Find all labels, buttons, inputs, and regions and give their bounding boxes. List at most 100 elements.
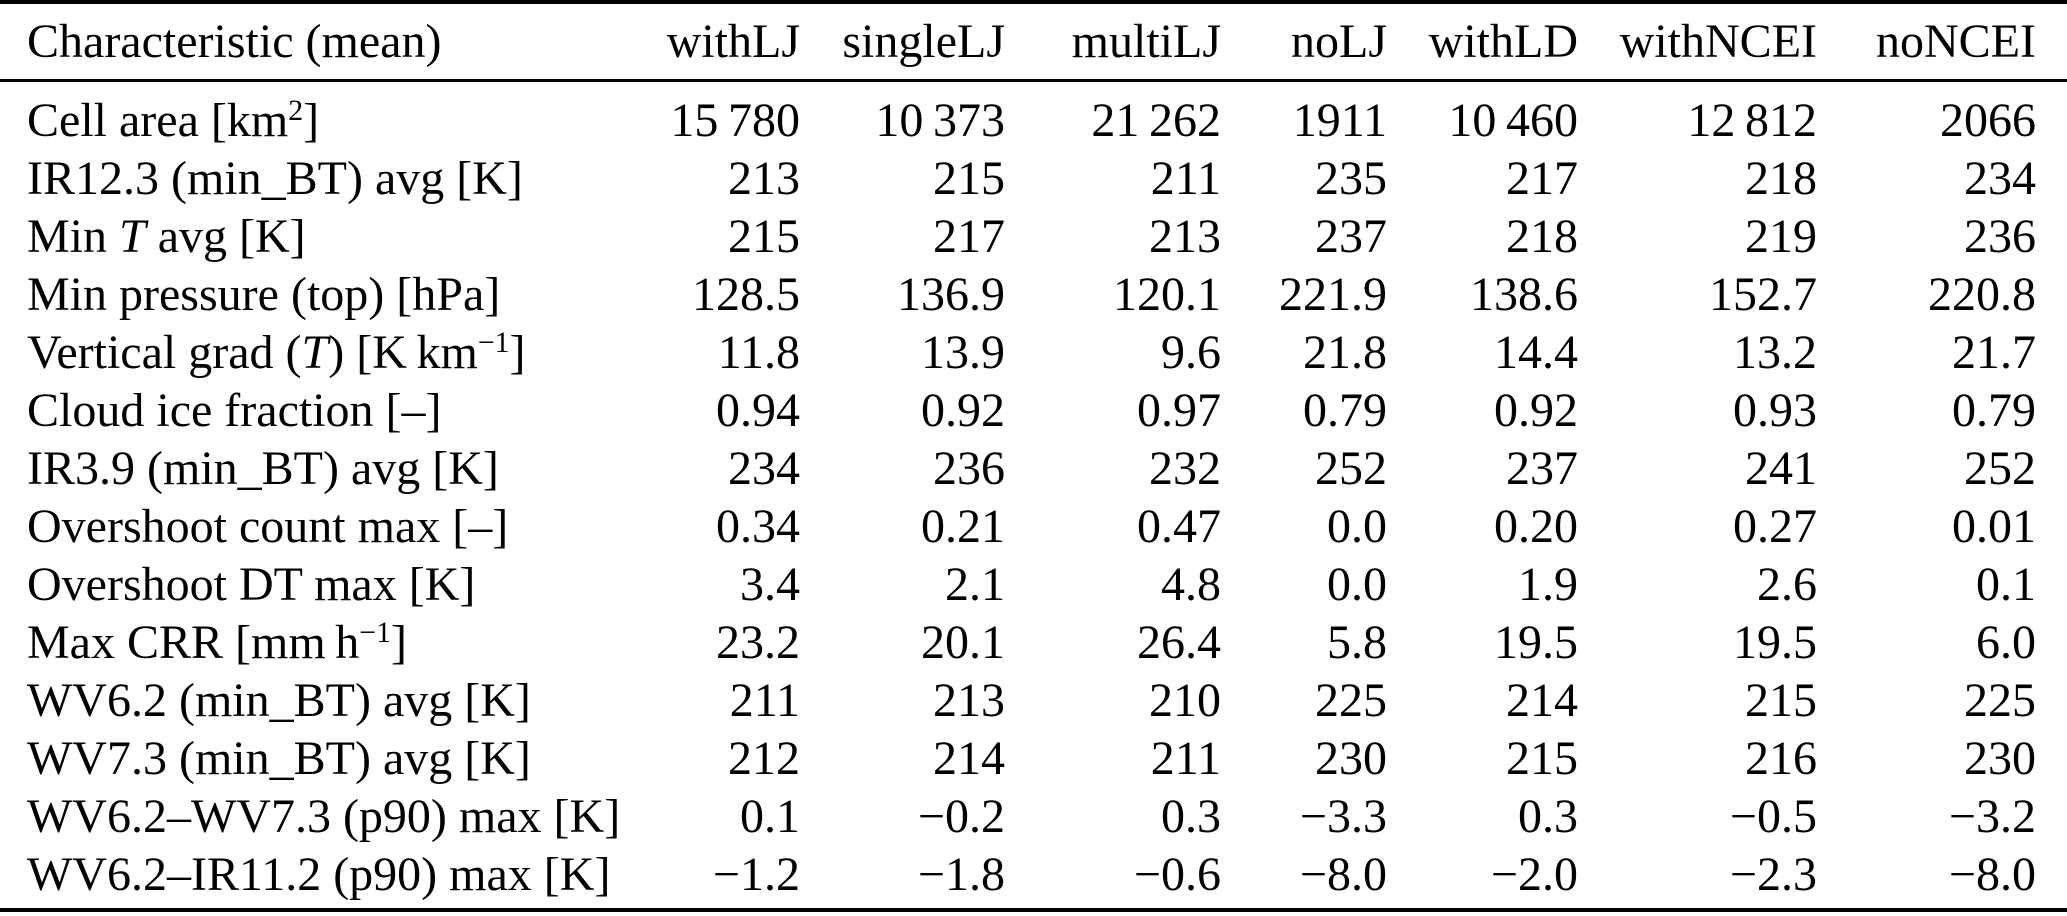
cell-value: −2.3 (1729, 848, 1817, 901)
cell-value: 230 (1315, 732, 1387, 785)
cell-value: 120.1 (1113, 268, 1221, 321)
cell-value: 21.7 (1952, 326, 2036, 379)
cell-value: 6.0 (1976, 616, 2036, 669)
cell-value: 13.9 (921, 326, 1005, 379)
table-row: Vertical grad (T) [K km−1] 11.8 13.9 9.6 21.… (0, 324, 2067, 382)
cell-value: 218 (1506, 210, 1578, 263)
cell-value: 0.79 (1952, 384, 2036, 437)
cell-value: 9.6 (1161, 326, 1221, 379)
cell-value: 215 (1506, 732, 1578, 785)
cell-value: 0.1 (1976, 558, 2036, 611)
cell-value: 2066 (1940, 94, 2036, 147)
cell-value: 3.4 (740, 558, 800, 611)
row-label: WV7.3 (min_BT) avg [K] (27, 732, 531, 785)
cell-value: −0.2 (917, 790, 1005, 843)
cell-value: 0.47 (1137, 500, 1221, 553)
column-header: noNCEI (1817, 2, 2067, 82)
cell-value: 0.79 (1303, 384, 1387, 437)
cell-value: 4.8 (1161, 558, 1221, 611)
cell-value: 232 (1149, 442, 1221, 495)
cell-value: 217 (1506, 152, 1578, 205)
cell-value: 26.4 (1137, 616, 1221, 669)
cell-value: 21.8 (1303, 326, 1387, 379)
cell-value: 5.8 (1327, 616, 1387, 669)
cell-value: 237 (1506, 442, 1578, 495)
table-row: Cell area [km2] 15 780 10 373 21 262 1911 10 … (0, 80, 2067, 150)
table-row: Min T avg [K] 215 217 213 237 218 219 236 (0, 208, 2067, 266)
cell-value: 138.6 (1470, 268, 1578, 321)
cell-value: 0.0 (1327, 558, 1387, 611)
cell-value: 0.92 (1494, 384, 1578, 437)
row-label: IR3.9 (min_BT) avg [K] (27, 442, 499, 495)
row-label: Max CRR [mm h−1] (27, 615, 407, 669)
column-header-characteristic: Characteristic (mean) (0, 2, 560, 82)
cell-value: 236 (1964, 210, 2036, 263)
table-row: Cloud ice fraction [–] 0.94 0.92 0.97 0.79 0.… (0, 382, 2067, 440)
cell-value: 234 (728, 442, 800, 495)
table-row: IR3.9 (min_BT) avg [K] 234 236 232 252 237 241… (0, 440, 2067, 498)
table-row: WV6.2–IR11.2 (p90) max [K] −1.2 −1.8 −0.6 −8… (0, 846, 2067, 910)
cell-value: 213 (1149, 210, 1221, 263)
cell-value: 241 (1745, 442, 1817, 495)
cell-value: 0.34 (716, 500, 800, 553)
table-row: Overshoot DT max [K] 3.4 2.1 4.8 0.0 1.9 2.6 0.… (0, 556, 2067, 614)
row-label: Cell area [km2] (27, 93, 320, 147)
cell-value: 0.94 (716, 384, 800, 437)
cell-value: 14.4 (1494, 326, 1578, 379)
cell-value: 0.97 (1137, 384, 1221, 437)
cell-value: 0.3 (1518, 790, 1578, 843)
cell-value: 214 (1506, 674, 1578, 727)
cell-value: 0.01 (1952, 500, 2036, 553)
row-label: Min pressure (top) [hPa] (27, 268, 501, 321)
cell-value: −1.8 (917, 848, 1005, 901)
table-row: WV6.2–WV7.3 (p90) max [K] 0.1 −0.2 0.3 −3.3 0… (0, 788, 2067, 846)
row-label: WV6.2–WV7.3 (p90) max [K] (27, 790, 621, 843)
row-label: Vertical grad (T) [K km−1] (27, 325, 526, 379)
row-label: Overshoot count max [–] (27, 500, 509, 553)
cell-value: 211 (1150, 732, 1221, 785)
cell-value: 225 (1964, 674, 2036, 727)
row-label: Min T avg [K] (27, 210, 306, 263)
cell-value: 21 262 (1091, 94, 1221, 147)
cell-value: 136.9 (897, 268, 1005, 321)
cell-value: 15 780 (670, 94, 800, 147)
cell-value: 237 (1315, 210, 1387, 263)
table-row: WV7.3 (min_BT) avg [K] 212 214 211 230 215 216… (0, 730, 2067, 788)
cell-value: 230 (1964, 732, 2036, 785)
table-row: IR12.3 (min_BT) avg [K] 213 215 211 235 217 21… (0, 150, 2067, 208)
cell-value: −1.2 (712, 848, 800, 901)
row-label: IR12.3 (min_BT) avg [K] (27, 152, 523, 205)
cell-value: 2.6 (1757, 558, 1817, 611)
cell-value: 214 (933, 732, 1005, 785)
table-body: Cell area [km2] 15 780 10 373 21 262 1911 10 … (0, 80, 2067, 910)
cell-value: −8.0 (1948, 848, 2036, 901)
row-label: Overshoot DT max [K] (27, 558, 476, 611)
table-row: Max CRR [mm h−1] 23.2 20.1 26.4 5.8 19.5 19.5 6… (0, 614, 2067, 672)
cell-value: 20.1 (921, 616, 1005, 669)
cell-value: 2.1 (945, 558, 1005, 611)
cell-value: 0.0 (1327, 500, 1387, 553)
cell-value: 236 (933, 442, 1005, 495)
cell-value: 234 (1964, 152, 2036, 205)
cell-value: 221.9 (1279, 268, 1387, 321)
table-row: Min pressure (top) [hPa] 128.5 136.9 120.1 2… (0, 266, 2067, 324)
cell-value: −0.6 (1133, 848, 1221, 901)
column-header: noLJ (1221, 2, 1387, 82)
cell-value: 10 373 (875, 94, 1005, 147)
cell-value: 216 (1745, 732, 1817, 785)
column-header: withNCEI (1578, 2, 1817, 82)
cell-value: 0.93 (1733, 384, 1817, 437)
cell-value: 11.8 (717, 326, 800, 379)
cell-value: 128.5 (692, 268, 800, 321)
cell-value: 0.20 (1494, 500, 1578, 553)
cell-value: 252 (1964, 442, 2036, 495)
table-row: WV6.2 (min_BT) avg [K] 211 213 210 225 214 215… (0, 672, 2067, 730)
cell-value: −3.2 (1948, 790, 2036, 843)
cell-value: 10 460 (1448, 94, 1578, 147)
cell-value: 220.8 (1928, 268, 2036, 321)
cell-value: 0.1 (740, 790, 800, 843)
column-header: withLD (1387, 2, 1578, 82)
column-header: singleLJ (800, 2, 1005, 82)
cell-value: 13.2 (1733, 326, 1817, 379)
cell-value: 23.2 (716, 616, 800, 669)
